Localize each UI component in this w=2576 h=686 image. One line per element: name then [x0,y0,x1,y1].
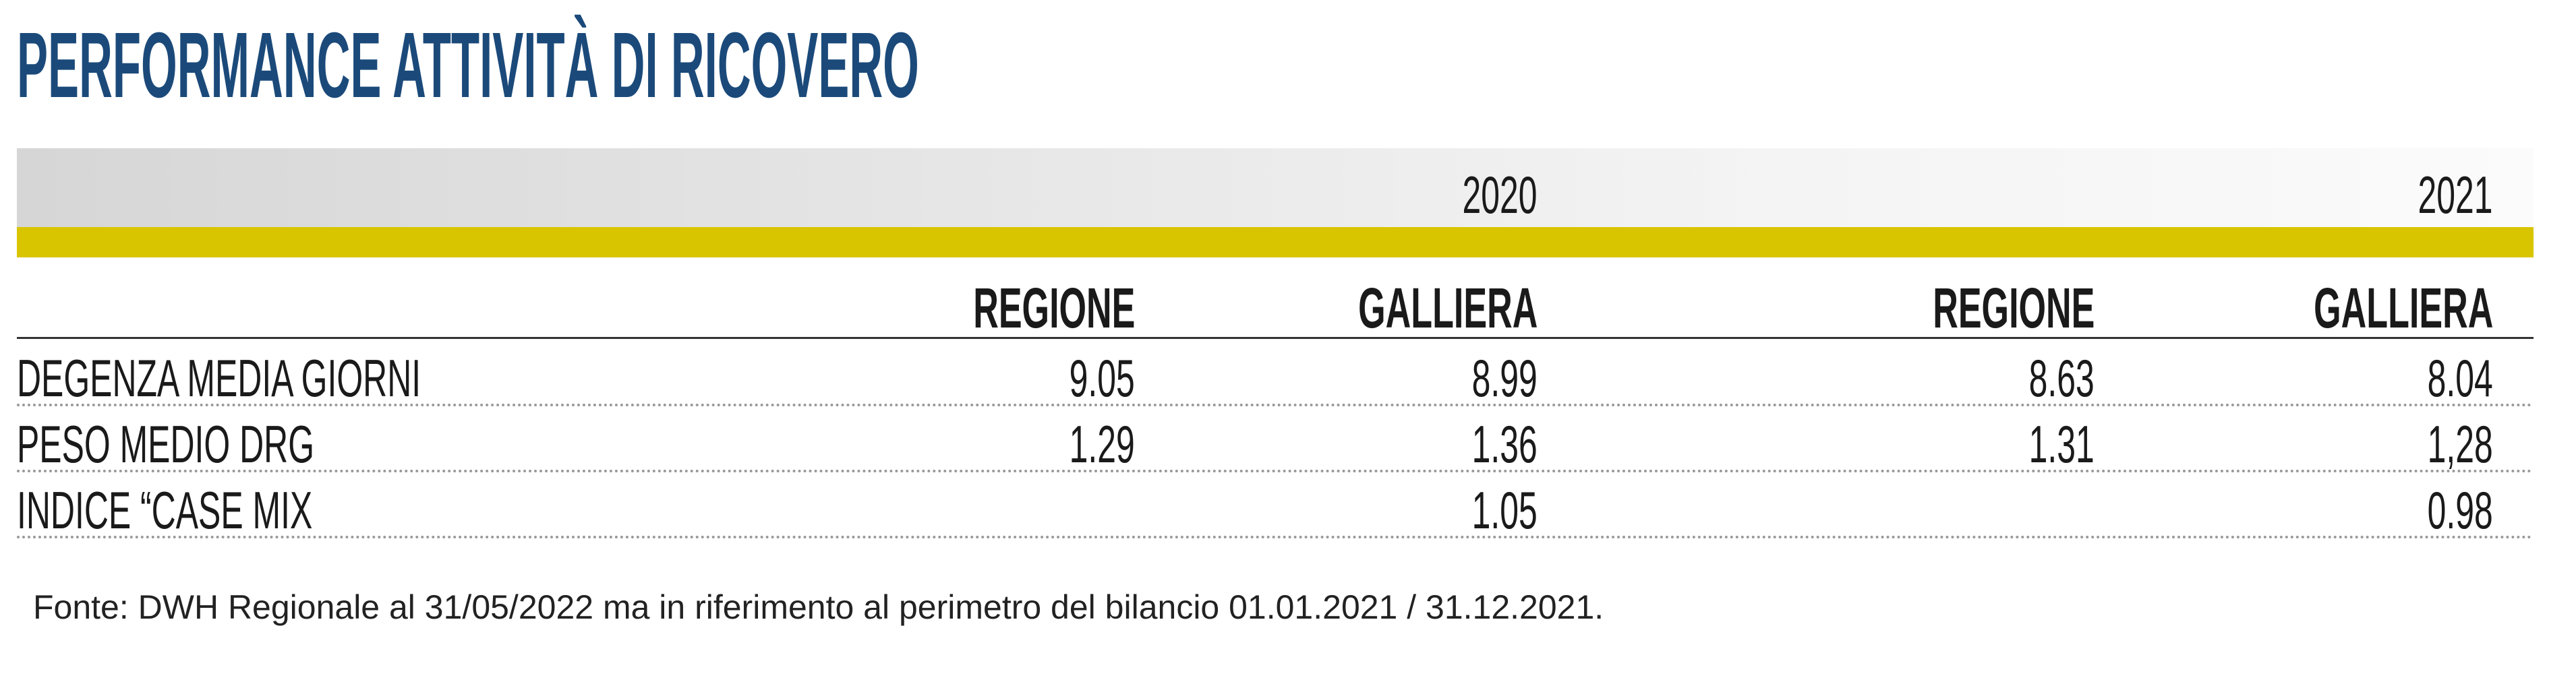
column-header: GALLIERA [1357,276,1538,340]
cell-value: 8.63 [2028,348,2095,408]
row-separator [17,470,2534,472]
column-header: GALLIERA [2313,276,2493,340]
row-label: PESO MEDIO DRG [17,414,315,474]
row-separator [17,536,2534,538]
cell-value: 1.31 [2028,414,2095,474]
header-rule [17,337,2534,339]
row-label: INDICE “CASE MIX [17,480,313,540]
cell-value: 8.99 [1471,348,1538,408]
row-label: DEGENZA MEDIA GIORNI [17,348,421,408]
cell-value: 1.05 [1471,480,1538,540]
accent-bar [17,227,2534,257]
column-header: REGIONE [972,276,1135,340]
title: PERFORMANCE ATTIVITÀ DI RICOVERO [17,13,919,117]
cell-value: 1.36 [1471,414,1538,474]
cell-value: 9.05 [1069,348,1135,408]
row-separator [17,404,2534,406]
cell-value: 1,28 [2427,414,2493,474]
year-header: 2020 [1462,165,1538,224]
footnote: Fonte: DWH Regionale al 31/05/2022 ma in… [33,588,1604,626]
header-band [17,148,2534,227]
cell-value: 1.29 [1069,414,1135,474]
cell-value: 8.04 [2427,348,2493,408]
cell-value: 0.98 [2427,480,2493,540]
column-header: REGIONE [1932,276,2095,340]
year-header: 2021 [2418,165,2493,224]
